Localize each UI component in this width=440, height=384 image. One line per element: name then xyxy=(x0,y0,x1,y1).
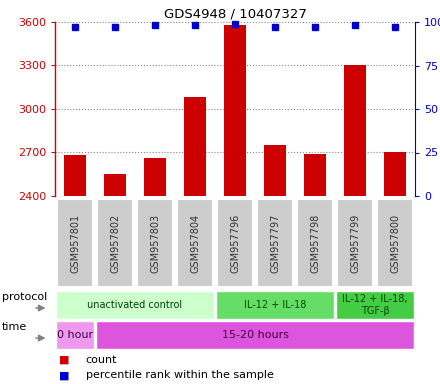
Text: GSM957799: GSM957799 xyxy=(350,214,360,273)
Bar xyxy=(96,321,414,349)
Text: IL-12 + IL-18: IL-12 + IL-18 xyxy=(244,300,306,310)
Bar xyxy=(257,199,293,287)
Bar xyxy=(224,25,246,196)
Bar xyxy=(297,199,334,287)
Text: percentile rank within the sample: percentile rank within the sample xyxy=(86,371,274,381)
Title: GDS4948 / 10407327: GDS4948 / 10407327 xyxy=(164,8,306,21)
Bar xyxy=(184,98,206,196)
Bar xyxy=(56,321,94,349)
Text: ■: ■ xyxy=(59,354,70,364)
Text: IL-12 + IL-18,
TGF-β: IL-12 + IL-18, TGF-β xyxy=(342,294,408,316)
Text: GSM957804: GSM957804 xyxy=(190,214,200,273)
Text: count: count xyxy=(86,354,117,364)
Text: GSM957796: GSM957796 xyxy=(230,214,240,273)
Bar xyxy=(337,199,374,287)
Bar xyxy=(344,66,366,196)
Text: GSM957803: GSM957803 xyxy=(150,214,160,273)
Bar xyxy=(97,199,133,287)
Bar xyxy=(64,156,86,196)
Bar xyxy=(336,291,414,319)
Text: GSM957802: GSM957802 xyxy=(110,214,120,273)
Bar xyxy=(57,199,93,287)
Text: 0 hour: 0 hour xyxy=(57,330,93,340)
Bar xyxy=(216,291,334,319)
Bar xyxy=(176,199,213,287)
Bar xyxy=(304,154,326,196)
Bar xyxy=(216,199,253,287)
Bar xyxy=(144,157,166,196)
Text: GSM957801: GSM957801 xyxy=(70,214,80,273)
Text: GSM957797: GSM957797 xyxy=(270,214,280,273)
Bar xyxy=(384,152,406,196)
Text: protocol: protocol xyxy=(2,293,48,303)
Bar xyxy=(56,291,214,319)
Text: unactivated control: unactivated control xyxy=(88,300,183,310)
Text: GSM957800: GSM957800 xyxy=(390,214,400,273)
Text: time: time xyxy=(2,323,27,333)
Bar xyxy=(377,199,414,287)
Bar xyxy=(264,145,286,196)
Text: GSM957798: GSM957798 xyxy=(310,214,320,273)
Bar xyxy=(104,174,126,196)
Text: ■: ■ xyxy=(59,371,70,381)
Bar xyxy=(136,199,173,287)
Text: 15-20 hours: 15-20 hours xyxy=(221,330,289,340)
